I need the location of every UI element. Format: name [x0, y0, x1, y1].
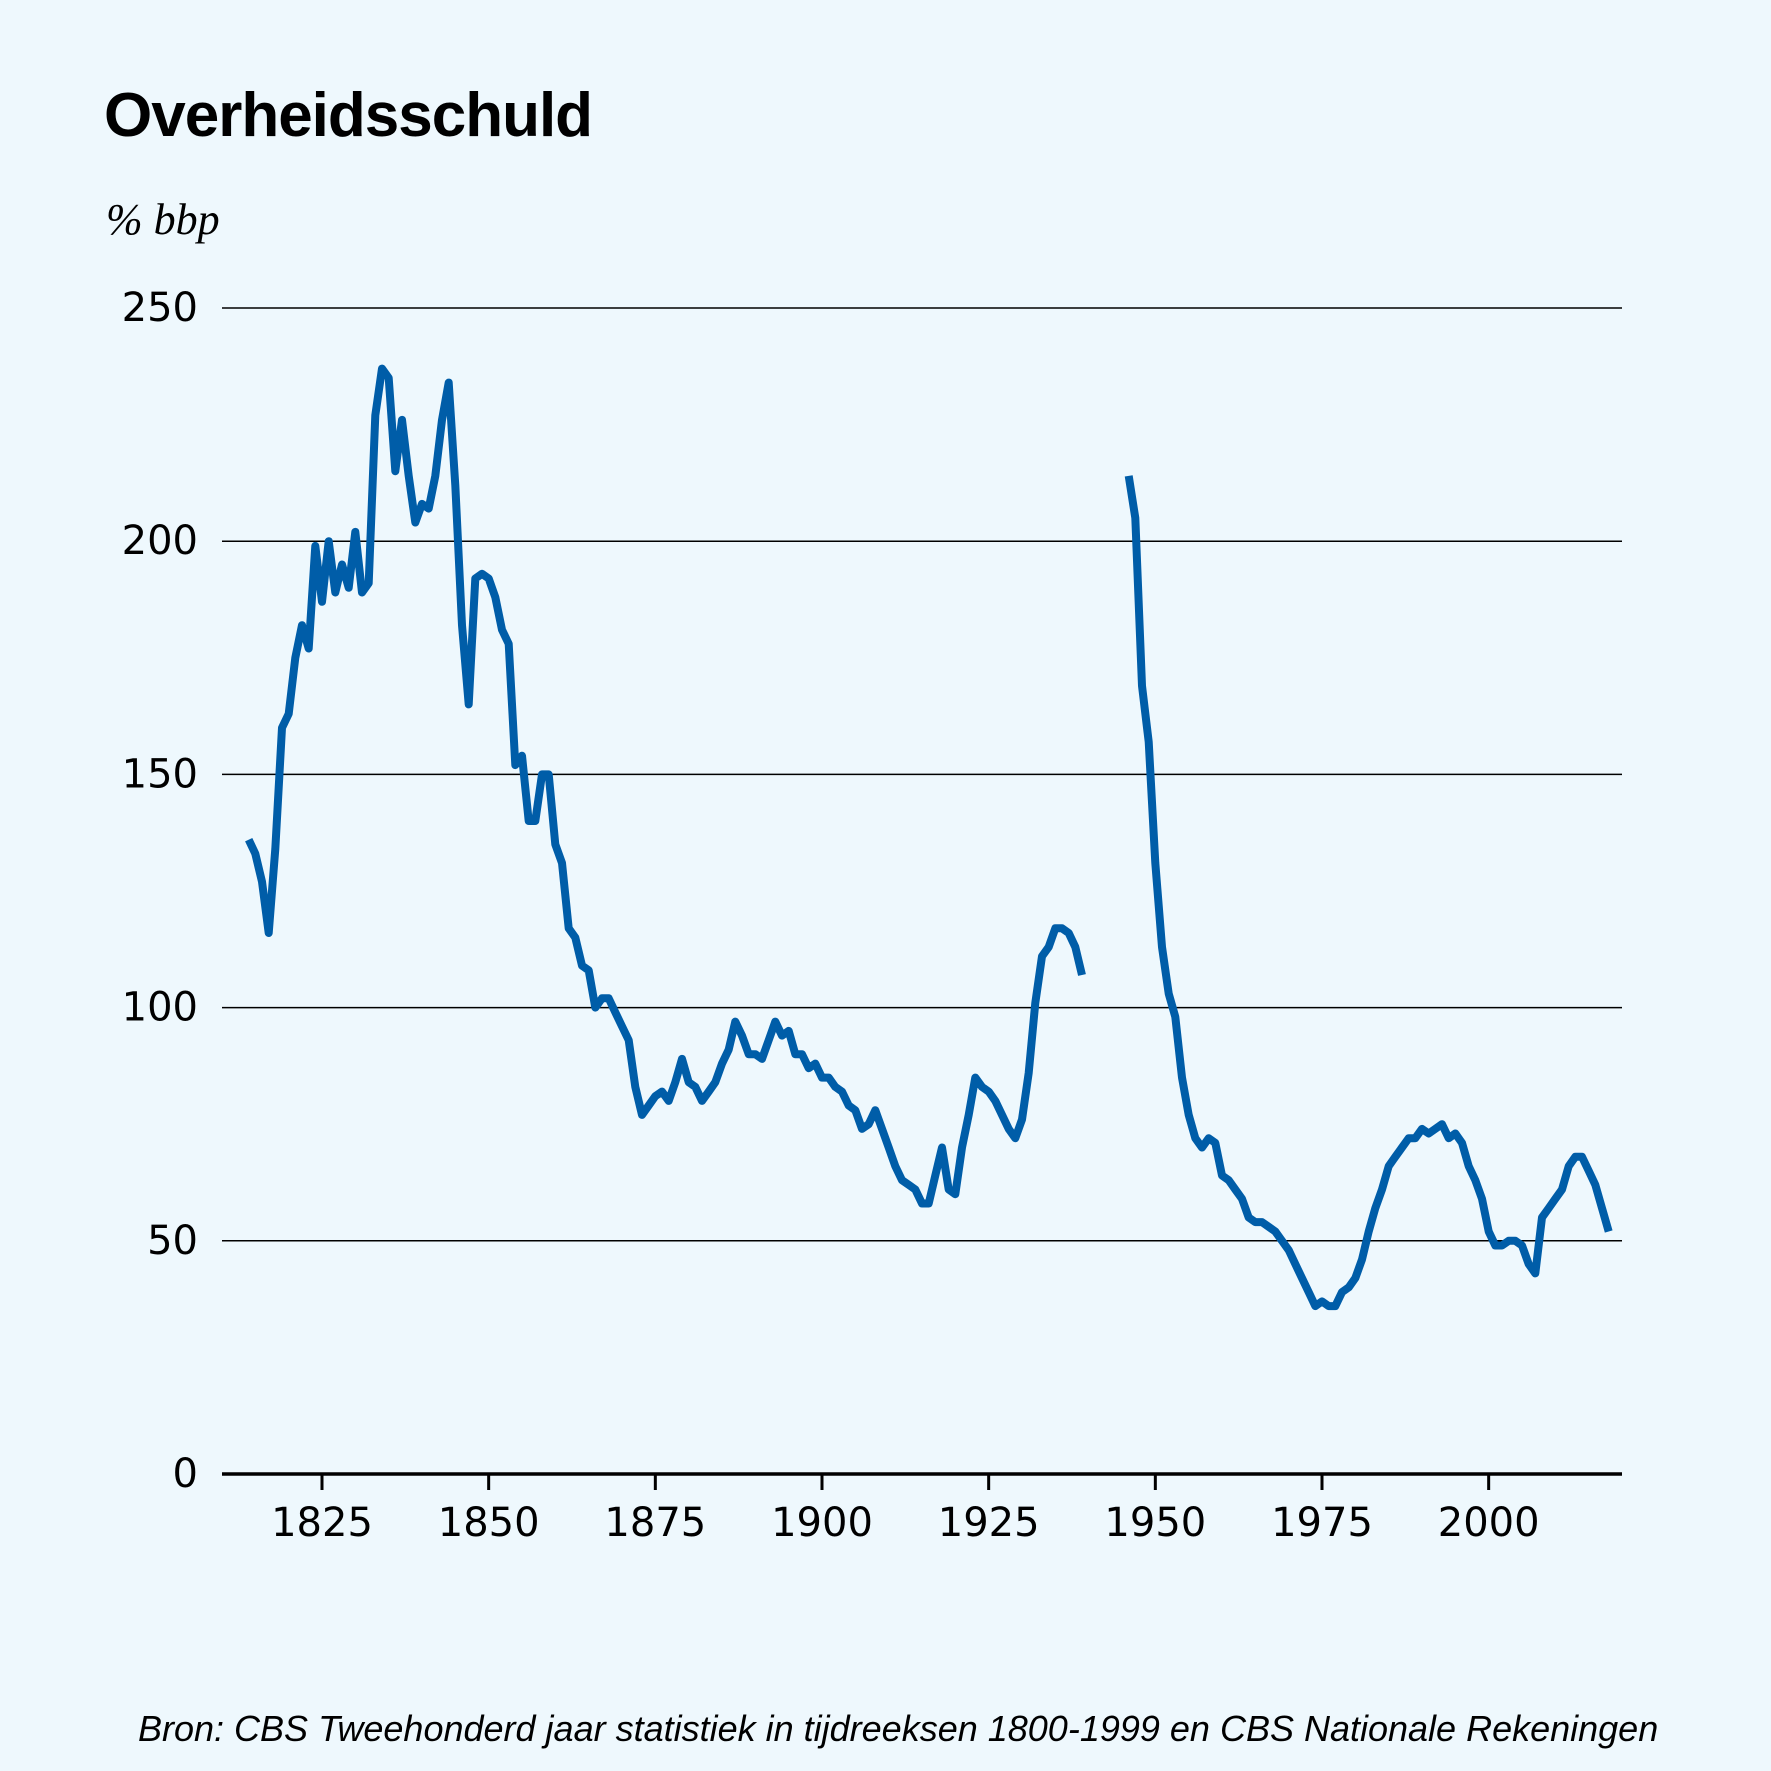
x-tick-label-1925: 1925 [938, 1500, 1040, 1546]
y-tick-label-150: 150 [122, 751, 198, 797]
y-tick-label-250: 250 [122, 285, 198, 331]
y-tick-label-100: 100 [122, 985, 198, 1031]
y-tick-label-50: 50 [147, 1218, 198, 1264]
x-tick-label-1825: 1825 [271, 1500, 373, 1546]
x-tick-label-1900: 1900 [771, 1500, 873, 1546]
x-axis-ticks: 1825 1850 1875 1900 1925 1950 1975 2000 [271, 1474, 1540, 1546]
series-lines [245, 364, 1613, 1311]
x-tick-label-1950: 1950 [1104, 1500, 1206, 1546]
series-line-segment-2 [1124, 475, 1613, 1311]
x-tick-label-1875: 1875 [604, 1500, 706, 1546]
x-tick-label-2000: 2000 [1438, 1500, 1540, 1546]
y-tick-label-0: 0 [173, 1451, 198, 1497]
series-line-segment-1 [245, 364, 1086, 1208]
chart-title: Overheidsschuld [104, 81, 593, 150]
y-axis-ticks: 0 50 100 150 200 250 [122, 285, 198, 1497]
source-note: Bron: CBS Tweehonderd jaar statistiek in… [138, 1708, 1659, 1749]
y-tick-label-200: 200 [122, 518, 198, 564]
x-tick-label-1850: 1850 [438, 1500, 540, 1546]
x-tick-label-1975: 1975 [1271, 1500, 1373, 1546]
y-axis-unit-label: % bbp [106, 195, 220, 244]
